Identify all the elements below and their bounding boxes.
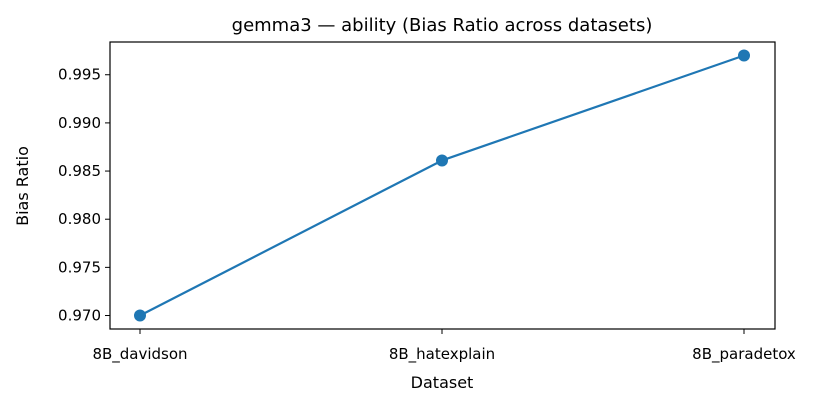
x-tick-label: 8B_paradetox (692, 345, 796, 364)
plot-frame (109, 41, 776, 330)
x-axis-ticks: 8B_davidson 8B_hatexplain 8B_paradetox (92, 329, 796, 364)
y-tick-label: 0.995 (58, 66, 101, 84)
x-tick-label: 8B_davidson (92, 345, 187, 364)
chart-title: gemma3 — ability (Bias Ratio across data… (232, 15, 653, 36)
y-tick-label: 0.970 (58, 307, 101, 325)
y-axis-ticks: 0.970 0.975 0.980 0.985 0.990 0.995 (58, 66, 110, 325)
data-point (738, 49, 750, 62)
y-tick-label: 0.990 (58, 114, 101, 132)
x-axis-label: Dataset (411, 373, 474, 392)
series-layer (134, 49, 750, 322)
y-tick-label: 0.980 (58, 210, 101, 228)
y-tick-label: 0.985 (58, 162, 101, 180)
x-tick-label: 8B_hatexplain (389, 345, 495, 364)
y-tick-label: 0.975 (58, 258, 101, 276)
plot-background (110, 42, 775, 329)
data-point (436, 154, 448, 167)
data-point (134, 309, 146, 322)
y-axis-label: Bias Ratio (13, 146, 32, 226)
